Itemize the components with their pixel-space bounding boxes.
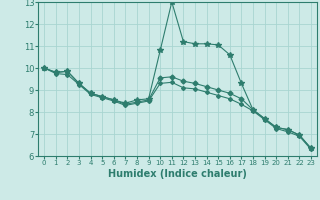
X-axis label: Humidex (Indice chaleur): Humidex (Indice chaleur)	[108, 169, 247, 179]
